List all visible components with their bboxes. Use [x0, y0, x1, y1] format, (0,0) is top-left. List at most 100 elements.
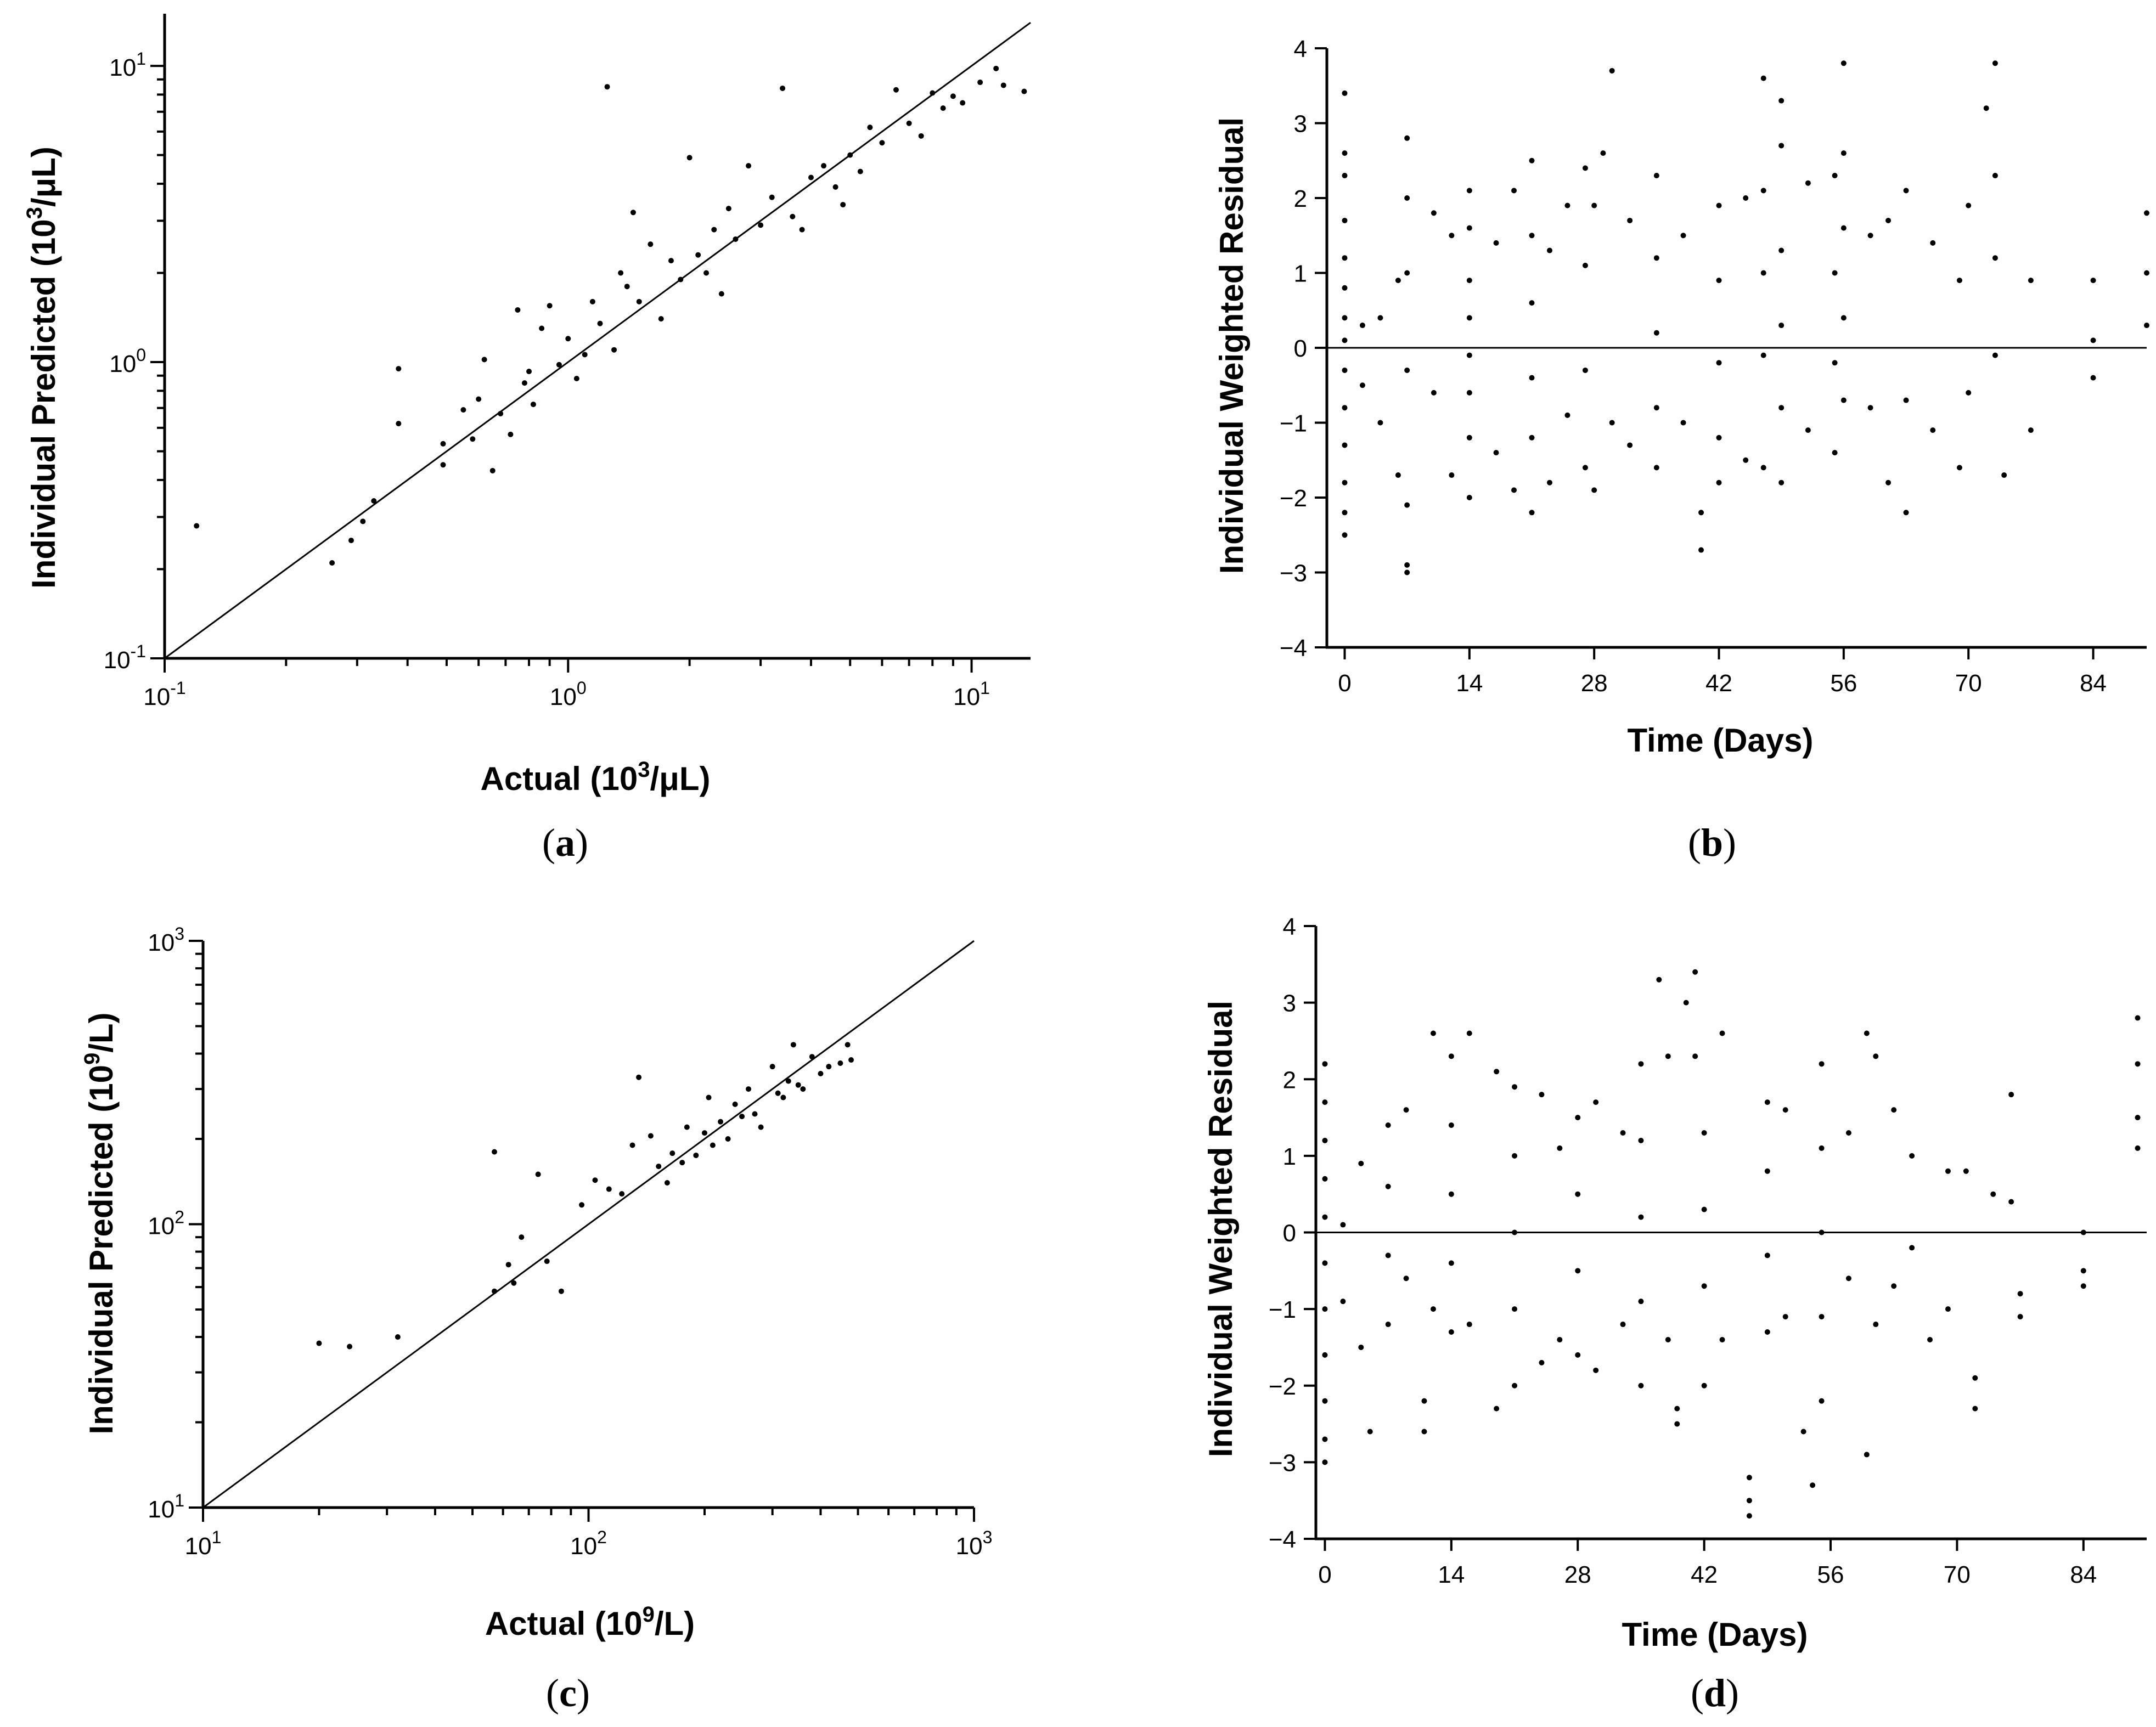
- data-point: [2144, 323, 2149, 329]
- data-point: [440, 441, 446, 447]
- data-point: [826, 1064, 832, 1070]
- data-point: [1322, 1099, 1328, 1105]
- data-point: [1956, 278, 1962, 284]
- data-point: [1656, 977, 1662, 983]
- data-point: [624, 284, 630, 290]
- data-point: [780, 1094, 786, 1100]
- x-tick-label: 56: [1817, 1561, 1844, 1588]
- data-point: [1864, 1452, 1870, 1458]
- data-point: [636, 1074, 642, 1080]
- data-point: [2135, 1015, 2141, 1021]
- data-point: [1845, 1276, 1851, 1282]
- data-point: [1322, 1137, 1328, 1143]
- x-tick-label: 42: [1705, 670, 1732, 697]
- data-point: [1692, 969, 1698, 975]
- data-point: [1322, 1260, 1328, 1266]
- data-point: [1743, 195, 1749, 201]
- y-tick-label: 3: [1294, 111, 1307, 138]
- data-point: [1782, 1107, 1788, 1113]
- data-point: [1909, 1153, 1915, 1159]
- data-point: [1493, 240, 1499, 246]
- panel-d-points: [1322, 969, 2141, 1519]
- data-point: [629, 1142, 635, 1148]
- data-point: [1674, 1421, 1680, 1427]
- data-point: [1430, 1030, 1436, 1036]
- data-point: [1591, 202, 1597, 208]
- data-point: [1342, 285, 1348, 291]
- data-point: [1404, 562, 1410, 568]
- data-point: [1665, 1053, 1671, 1059]
- data-point: [1778, 405, 1785, 411]
- data-point: [879, 140, 885, 146]
- data-point: [1494, 1406, 1500, 1412]
- data-point: [489, 467, 496, 473]
- data-point: [679, 1160, 685, 1166]
- data-point: [1511, 188, 1517, 194]
- x-tick-label: 100: [550, 678, 587, 710]
- data-point: [2135, 1061, 2141, 1067]
- y-tick-label: −3: [1269, 1449, 1296, 1476]
- data-point: [1512, 1084, 1518, 1090]
- data-point: [1575, 1268, 1581, 1274]
- data-point: [1840, 60, 1847, 66]
- data-point: [1760, 75, 1766, 81]
- data-point: [508, 431, 514, 437]
- data-point: [535, 1171, 541, 1177]
- data-point: [1746, 1513, 1752, 1519]
- data-point: [2017, 1291, 2023, 1297]
- x-tick-label: 10-1: [143, 678, 185, 710]
- data-point: [1404, 367, 1410, 373]
- data-point: [1000, 82, 1006, 88]
- panel-a-ticks: 10-1 10-1 100 100 101 101: [104, 49, 990, 710]
- data-point: [1819, 1145, 1825, 1151]
- data-point: [1403, 1107, 1409, 1113]
- data-point: [799, 227, 805, 233]
- data-point: [544, 1258, 550, 1265]
- data-point: [1903, 510, 1909, 516]
- data-point: [769, 194, 775, 200]
- panel-c-x-axis-label: Actual (109/L): [485, 1602, 695, 1642]
- data-point: [1466, 390, 1472, 396]
- data-point: [739, 1114, 745, 1120]
- data-point: [1449, 472, 1455, 478]
- data-point: [1600, 150, 1606, 156]
- data-point: [611, 347, 617, 353]
- data-point: [2144, 210, 2149, 216]
- data-point: [1529, 233, 1535, 239]
- data-point: [1609, 67, 1615, 74]
- panel-b: −4 −3 −2 −1 0 1 2 3 4 0 14 28 42 56 70 84 Time (Days) I…: [1213, 36, 2149, 865]
- data-point: [2090, 278, 2096, 284]
- data-point: [592, 1177, 598, 1183]
- data-point: [1832, 360, 1838, 366]
- data-point: [1764, 1252, 1770, 1258]
- data-point: [1653, 465, 1659, 471]
- data-point: [1840, 225, 1847, 231]
- data-point: [1342, 479, 1348, 486]
- data-point: [893, 87, 899, 93]
- data-point: [1575, 1115, 1581, 1121]
- data-point: [1404, 502, 1410, 508]
- data-point: [1716, 434, 1722, 441]
- data-point: [492, 1149, 498, 1155]
- data-point: [1546, 247, 1552, 253]
- data-point: [1873, 1053, 1879, 1059]
- data-point: [1840, 397, 1847, 403]
- data-point: [1431, 390, 1437, 396]
- y-tick-label: −2: [1269, 1373, 1296, 1400]
- data-point: [1909, 1245, 1915, 1251]
- data-point: [1746, 1498, 1752, 1504]
- data-point: [1746, 1475, 1752, 1481]
- x-tick-label: 28: [1564, 1561, 1591, 1588]
- data-point: [775, 1090, 781, 1096]
- data-point: [1782, 1314, 1788, 1320]
- data-point: [668, 258, 674, 264]
- data-point: [1764, 1168, 1770, 1174]
- x-tick-label: 84: [2080, 670, 2107, 697]
- data-point: [758, 222, 764, 228]
- panel-a-x-axis-label: Actual (103/μL): [480, 758, 710, 797]
- data-point: [1385, 1322, 1391, 1328]
- data-point: [1805, 427, 1811, 433]
- data-point: [630, 210, 636, 216]
- data-point: [1564, 412, 1570, 418]
- data-point: [1992, 255, 1998, 261]
